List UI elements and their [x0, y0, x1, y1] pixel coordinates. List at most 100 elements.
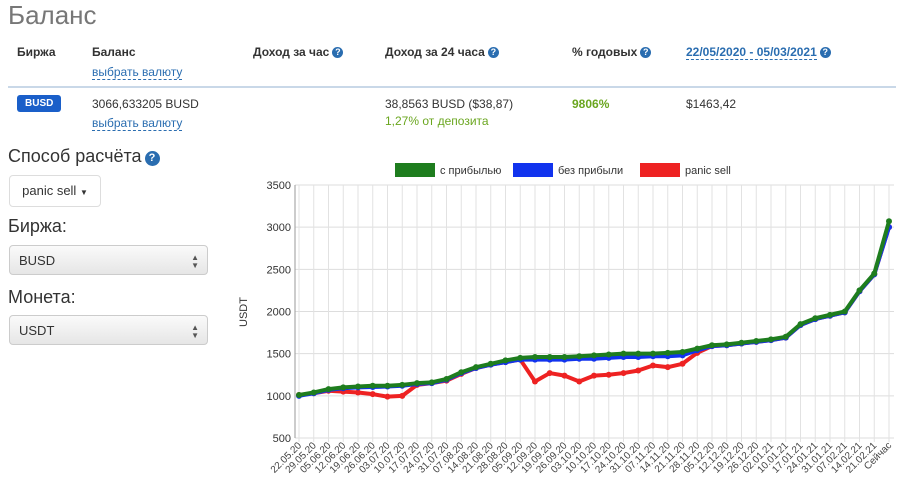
y-tick-label: 2500 [267, 264, 291, 276]
data-point [694, 345, 701, 352]
page-title: Баланс [8, 0, 97, 30]
data-point [487, 360, 494, 367]
help-icon[interactable]: ? [487, 47, 499, 58]
data-point [856, 287, 863, 294]
data-point [886, 218, 892, 225]
y-tick-label: 2000 [267, 307, 291, 319]
data-point [517, 354, 524, 361]
data-point [827, 311, 833, 318]
divider [8, 86, 896, 88]
data-point [709, 342, 715, 349]
method-dropdown[interactable]: panic sell ▼ [9, 175, 101, 207]
data-point [738, 339, 745, 346]
annual-pct: 9806% [572, 97, 610, 111]
data-point [650, 362, 656, 369]
y-tick-label: 3500 [267, 180, 291, 192]
data-point [546, 354, 553, 361]
range-profit: $1463,42 [686, 97, 737, 111]
data-point [723, 341, 730, 348]
data-point [768, 336, 774, 343]
data-point [532, 354, 538, 361]
exchange-select[interactable]: BUSD ▲ ▼ [9, 245, 208, 275]
y-tick-label: 500 [273, 433, 291, 445]
legend-swatch[interactable] [640, 163, 680, 177]
data-point [620, 350, 627, 357]
data-point [679, 348, 686, 355]
data-point [812, 315, 819, 322]
day-income: 38,8563 BUSD ($38,87) [385, 97, 514, 111]
help-icon[interactable]: ? [640, 47, 652, 58]
legend-label[interactable]: panic sell [685, 165, 731, 177]
coin-select[interactable]: USDT ▲ ▼ [9, 315, 208, 345]
data-point [340, 384, 347, 391]
legend-swatch[interactable] [513, 163, 553, 177]
help-icon[interactable]: ? [332, 47, 344, 58]
data-point [325, 386, 332, 393]
method-label: Способ расчёта? [8, 146, 160, 167]
data-point [384, 393, 391, 400]
data-point [635, 350, 642, 357]
header-exchange: Биржа [17, 45, 56, 59]
data-point [458, 369, 465, 376]
data-point [310, 389, 317, 396]
help-icon[interactable]: ? [144, 151, 160, 166]
caret-down-icon: ▼ [79, 188, 88, 197]
date-range-picker[interactable]: 22/05/2020 - 05/03/2021 [686, 45, 817, 60]
coin-label: Монета: [8, 287, 76, 307]
header-range: 22/05/2020 - 05/03/2021? [686, 45, 831, 60]
y-tick-label: 3000 [267, 222, 291, 234]
data-point [664, 364, 671, 371]
legend-swatch[interactable] [395, 163, 435, 177]
data-point [369, 382, 376, 389]
data-point [576, 378, 583, 385]
select-arrows-icon: ▲ ▼ [191, 323, 199, 340]
data-point [296, 391, 302, 398]
y-tick-label: 1500 [267, 349, 291, 361]
day-income-pct: 1,27% от депозита [385, 114, 489, 128]
data-point [428, 379, 435, 386]
data-point [473, 364, 479, 371]
y-tick-label: 1000 [267, 391, 291, 403]
data-point [355, 383, 361, 390]
data-point [355, 389, 361, 396]
header-day: Доход за 24 часа? [385, 45, 499, 59]
legend-label[interactable]: без прибыли [558, 165, 623, 177]
data-point [546, 370, 553, 377]
header-annual: % годовых? [572, 45, 652, 59]
data-point [399, 381, 406, 388]
y-axis-label: USDT [238, 297, 250, 327]
data-point [532, 378, 538, 385]
exchange-label: Биржа: [8, 216, 67, 236]
data-point [591, 352, 597, 359]
data-point [797, 321, 804, 328]
data-point [591, 372, 597, 379]
data-point [650, 350, 656, 357]
choose-currency-link-row[interactable]: выбрать валюту [92, 116, 183, 131]
data-point [502, 357, 509, 364]
data-point [635, 367, 642, 374]
select-arrows-icon: ▲ ▼ [191, 253, 199, 270]
data-point [605, 351, 612, 358]
data-point [664, 349, 671, 356]
data-point [414, 380, 420, 387]
data-point [605, 371, 612, 378]
data-point [782, 333, 789, 340]
data-point [679, 360, 686, 367]
choose-currency-link[interactable]: выбрать валюту [92, 65, 183, 80]
exchange-badge: BUSD [17, 95, 62, 112]
data-point [399, 392, 406, 399]
data-point [620, 370, 627, 377]
legend-label[interactable]: с прибылью [440, 165, 501, 177]
header-balance: Баланс [92, 45, 136, 59]
data-point [753, 338, 760, 345]
data-point [576, 353, 583, 360]
header-hour: Доход за час? [253, 45, 344, 59]
data-point [841, 308, 848, 315]
balance-value: 3066,633205 BUSD [92, 97, 199, 111]
data-point [561, 354, 568, 361]
data-point [384, 382, 391, 389]
help-icon[interactable]: ? [819, 47, 831, 58]
data-point [369, 391, 376, 398]
data-point [871, 270, 878, 277]
